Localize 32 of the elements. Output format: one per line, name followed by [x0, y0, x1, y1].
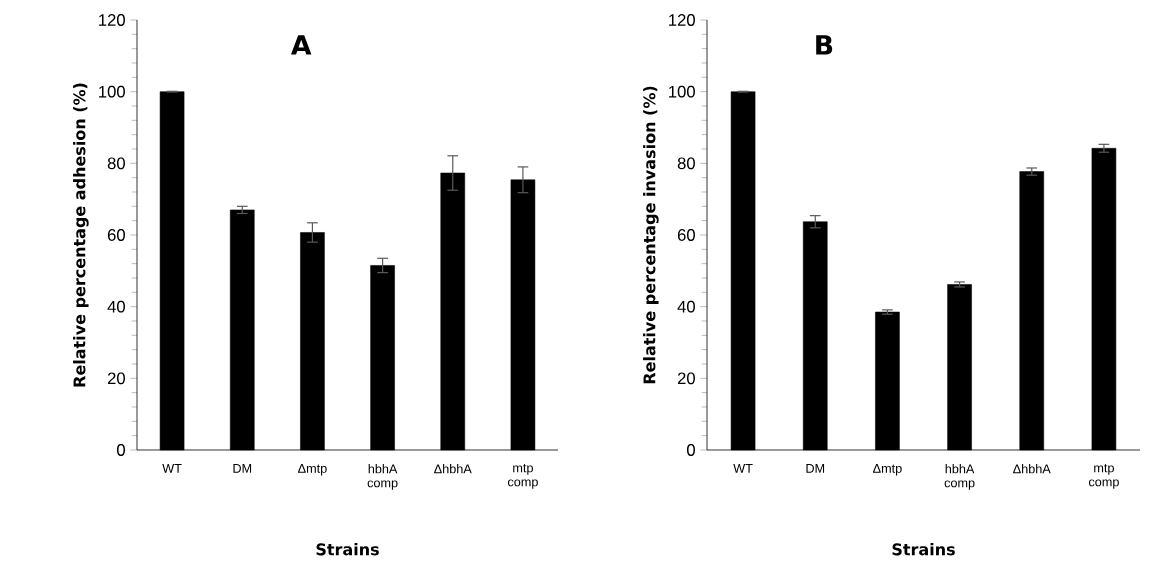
x-axis-title: Strains [892, 543, 955, 556]
x-tick-label: mtp comp [507, 464, 538, 489]
y-tick-label: 20 [107, 372, 125, 385]
y-tick-label: 100 [99, 85, 125, 98]
x-tick-label: WT [733, 464, 753, 473]
x-tick-label: DM [233, 464, 252, 473]
y-tick-label: 60 [107, 229, 125, 241]
x-tick-label: WT [162, 464, 182, 473]
y-tick-label: 120 [99, 14, 125, 26]
x-tick-label: hbhA comp [367, 464, 398, 490]
y-axis-title: Relative percentage invasion (%) [643, 86, 659, 384]
x-tick-label: Δmtp [873, 464, 902, 476]
y-tick-label: 0 [687, 444, 695, 456]
y-tick-label: 0 [117, 444, 125, 456]
y-tick-label: 80 [677, 157, 695, 170]
y-tick-label: 60 [677, 229, 695, 241]
y-tick-label: 120 [669, 14, 695, 26]
y-tick-label: 40 [107, 300, 125, 313]
y-tick-label: 80 [107, 157, 125, 170]
chart-title: B [816, 35, 833, 55]
x-tick-label: hbhA comp [944, 464, 975, 490]
y-tick-label: 20 [677, 372, 695, 385]
x-tick-label: Δmtp [298, 464, 327, 476]
x-tick-label: mtp comp [1088, 464, 1119, 489]
x-tick-label: ΔhbhA [1013, 464, 1051, 474]
x-tick-label: DM [806, 464, 825, 473]
y-axis-title: Relative percentage adhesion (%) [73, 83, 89, 387]
chart-title: A [291, 35, 312, 55]
y-tick-label: 40 [677, 300, 695, 313]
x-tick-label: ΔhbhA [434, 464, 472, 474]
y-tick-label: 100 [669, 85, 695, 98]
x-axis-title: Strains [316, 543, 379, 556]
